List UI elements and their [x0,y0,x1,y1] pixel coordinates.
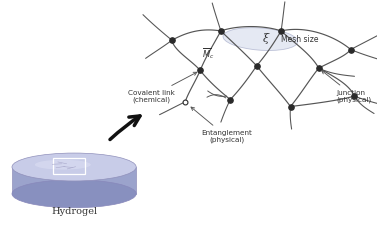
Text: ξ: ξ [263,33,269,44]
Polygon shape [12,167,136,194]
Text: Junction
(physical): Junction (physical) [322,70,371,103]
Ellipse shape [35,160,91,170]
Ellipse shape [12,180,136,208]
Text: $\overline{M}_c$: $\overline{M}_c$ [202,47,215,62]
Ellipse shape [12,153,136,181]
Text: Mesh size: Mesh size [281,35,319,44]
Text: Entanglement
(physical): Entanglement (physical) [191,107,252,143]
Text: Covalent link
(chemical): Covalent link (chemical) [128,72,197,103]
Text: Hydrogel: Hydrogel [51,207,97,216]
Ellipse shape [223,28,298,51]
